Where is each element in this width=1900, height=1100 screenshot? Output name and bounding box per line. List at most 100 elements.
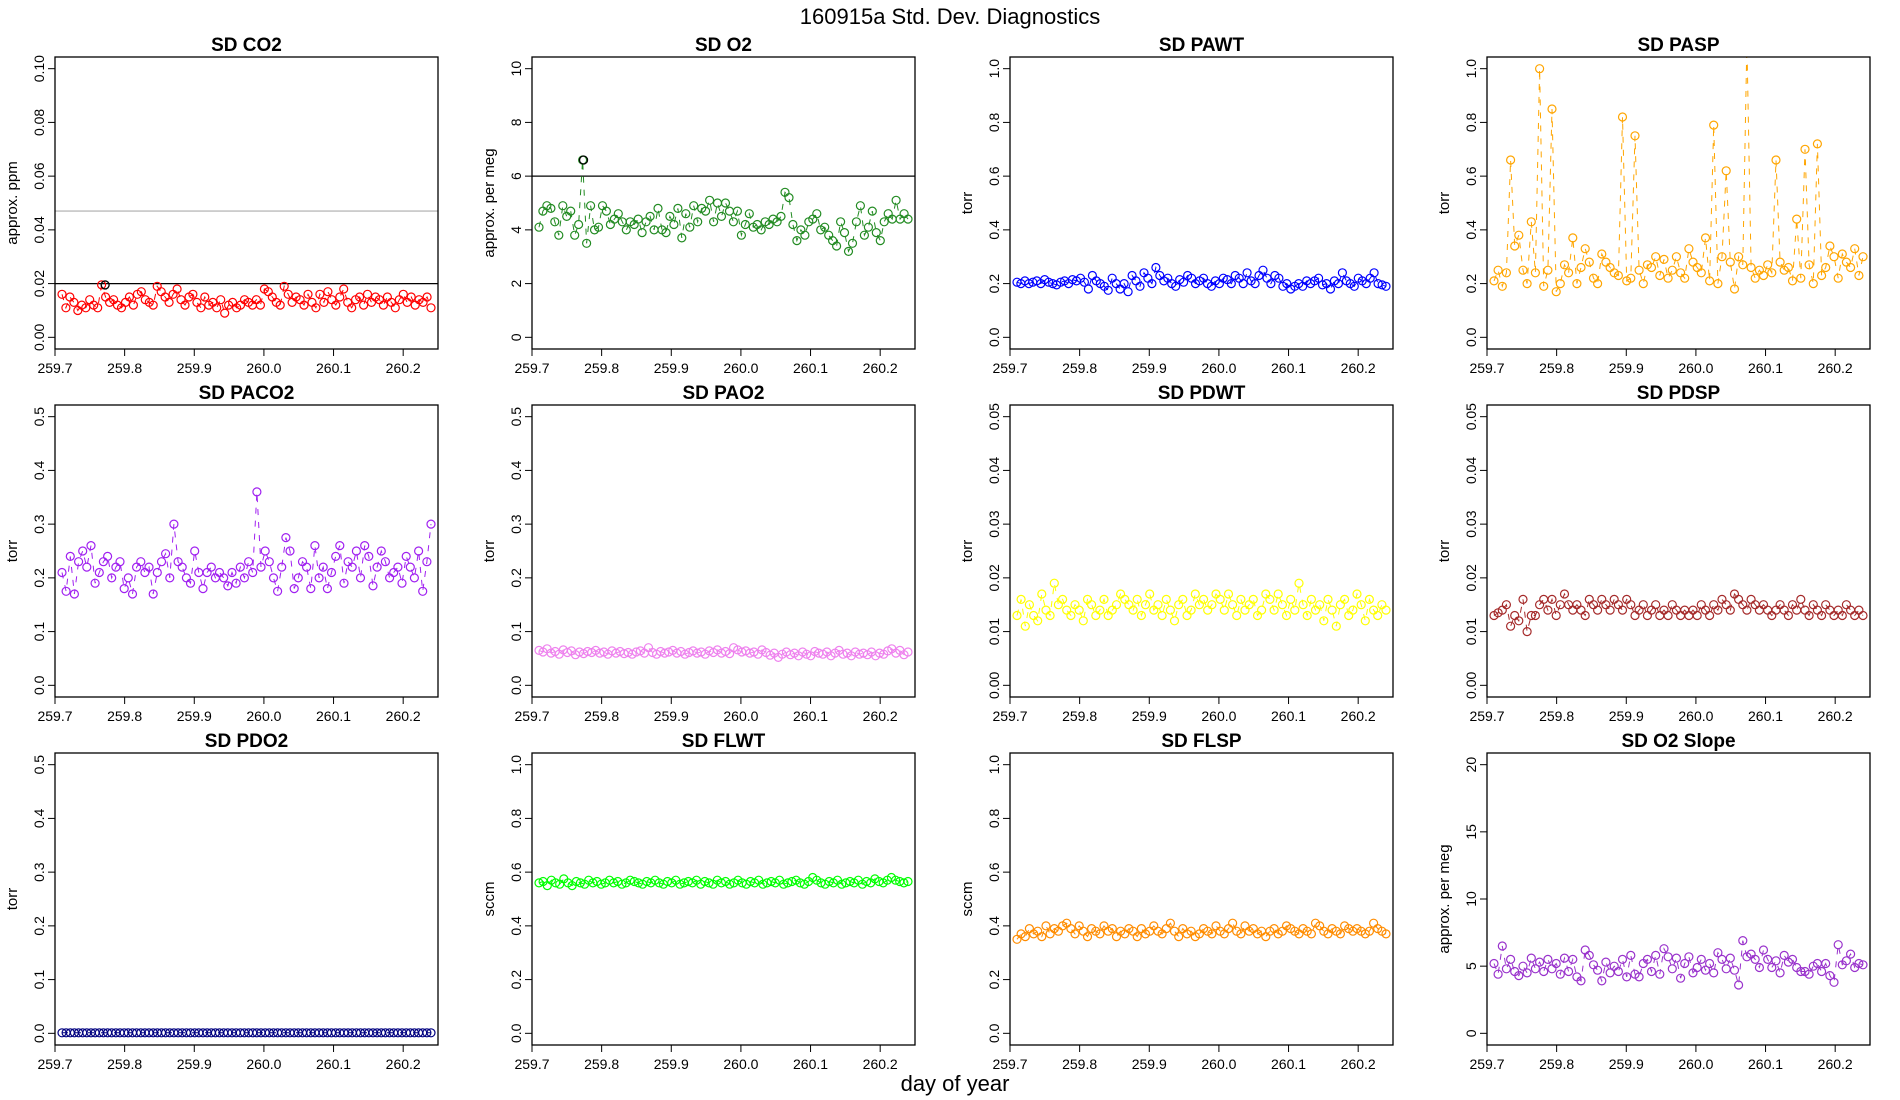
data-point bbox=[1821, 262, 1831, 273]
data-point bbox=[1132, 594, 1142, 605]
data-point bbox=[140, 567, 150, 578]
panel-1: SD CO2 approx. ppm 0.00 0.02 0.04 0.06 0.08 0.1… bbox=[4, 35, 439, 376]
x-tick-label: 260.2 bbox=[1818, 360, 1853, 376]
data-point bbox=[380, 557, 390, 567]
data-point bbox=[223, 581, 233, 591]
data-point bbox=[732, 206, 743, 216]
data-point bbox=[566, 206, 576, 216]
data-point bbox=[800, 230, 810, 240]
data-point bbox=[306, 583, 316, 594]
data-point bbox=[1086, 600, 1097, 610]
data-point bbox=[1242, 268, 1252, 278]
data-point bbox=[1505, 954, 1516, 965]
y-tick-label: 0.5 bbox=[31, 407, 47, 427]
data-point bbox=[1746, 262, 1756, 273]
x-tick-label: 260.2 bbox=[1341, 1056, 1376, 1072]
data-point bbox=[613, 209, 623, 219]
data-point bbox=[1816, 270, 1827, 281]
data-point bbox=[1758, 945, 1769, 955]
data-point bbox=[339, 284, 349, 294]
data-point bbox=[1588, 960, 1599, 970]
data-point bbox=[637, 228, 647, 238]
data-point bbox=[287, 297, 297, 307]
plot-frame bbox=[531, 56, 916, 350]
data-point bbox=[861, 876, 872, 887]
y-tick-label: 0.04 bbox=[31, 216, 47, 243]
data-point bbox=[1638, 279, 1648, 289]
data-point bbox=[1634, 972, 1644, 982]
data-point bbox=[1651, 252, 1661, 262]
data-point bbox=[1779, 950, 1789, 961]
data-point bbox=[1642, 954, 1653, 965]
data-point bbox=[1713, 948, 1723, 958]
x-tick-label: 260.1 bbox=[316, 708, 351, 724]
data-point bbox=[347, 562, 357, 572]
x-tick-label: 260.0 bbox=[1678, 708, 1713, 724]
data-point bbox=[1107, 273, 1117, 283]
data-point bbox=[874, 648, 885, 658]
data-point bbox=[120, 297, 131, 307]
panel-title: SD PASP bbox=[1637, 35, 1719, 56]
data-point bbox=[385, 573, 395, 583]
data-point bbox=[891, 195, 901, 205]
y-axis-label: torr bbox=[1436, 540, 1453, 563]
data-point bbox=[1041, 921, 1051, 931]
series-plot bbox=[57, 280, 436, 318]
data-point bbox=[1364, 926, 1375, 936]
data-point bbox=[562, 211, 572, 221]
data-point bbox=[1709, 120, 1719, 130]
data-point bbox=[1763, 605, 1773, 615]
data-point bbox=[1265, 594, 1275, 605]
data-point bbox=[879, 217, 889, 227]
data-point bbox=[675, 879, 685, 889]
data-point bbox=[347, 303, 357, 313]
data-point bbox=[123, 573, 133, 583]
data-point bbox=[1725, 953, 1735, 963]
data-point bbox=[1095, 605, 1105, 615]
data-point bbox=[360, 540, 370, 551]
data-point bbox=[1298, 600, 1308, 610]
data-point bbox=[1667, 265, 1677, 275]
data-point bbox=[1281, 610, 1292, 621]
data-point bbox=[744, 209, 754, 219]
data-point bbox=[1816, 610, 1827, 621]
data-point bbox=[1717, 252, 1727, 262]
data-point bbox=[1800, 605, 1810, 615]
data-point bbox=[660, 648, 670, 658]
data-point bbox=[212, 303, 222, 313]
data-point bbox=[1563, 966, 1574, 977]
data-point bbox=[1333, 279, 1344, 289]
data-point bbox=[1236, 594, 1246, 605]
data-point bbox=[596, 879, 606, 889]
data-point bbox=[1501, 600, 1512, 610]
y-tick-label: 0.8 bbox=[986, 808, 1002, 828]
data-point bbox=[1551, 610, 1561, 621]
data-point bbox=[1555, 969, 1565, 979]
data-point bbox=[1331, 621, 1341, 631]
data-point bbox=[1833, 605, 1843, 615]
x-tick-label: 260.1 bbox=[793, 1056, 828, 1072]
data-point bbox=[1198, 594, 1209, 605]
y-tick-label: 0.4 bbox=[508, 460, 524, 480]
data-point bbox=[1261, 931, 1271, 942]
data-point bbox=[641, 217, 651, 227]
data-point bbox=[1530, 268, 1541, 278]
data-point bbox=[322, 583, 332, 594]
data-point bbox=[1377, 600, 1387, 610]
data-point bbox=[355, 573, 366, 583]
data-point bbox=[1787, 954, 1798, 965]
plot-frame bbox=[54, 56, 439, 350]
data-point bbox=[248, 567, 258, 578]
data-point bbox=[1286, 594, 1296, 605]
highlight-point bbox=[578, 155, 589, 165]
y-tick-label: 6 bbox=[508, 172, 524, 180]
data-point bbox=[1675, 973, 1686, 983]
data-point bbox=[890, 875, 901, 885]
data-point bbox=[1327, 605, 1337, 615]
x-tick-label: 260.1 bbox=[316, 360, 351, 376]
y-tick-label: 0.4 bbox=[986, 220, 1002, 240]
x-tick-label: 260.2 bbox=[1818, 708, 1853, 724]
data-point bbox=[85, 295, 95, 305]
data-point bbox=[1667, 964, 1677, 974]
data-point bbox=[115, 557, 125, 567]
